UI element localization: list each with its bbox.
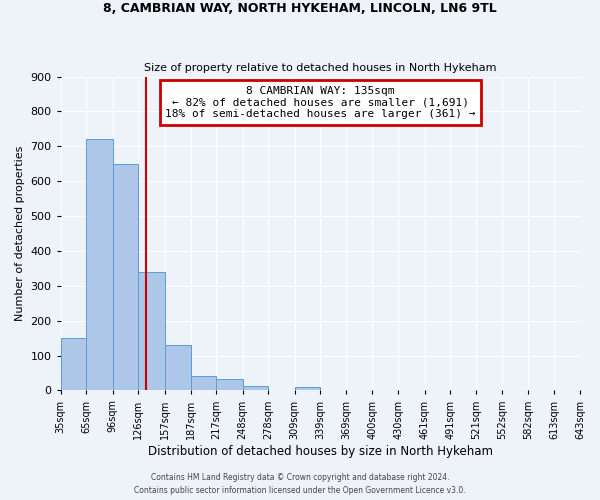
Text: 8 CAMBRIAN WAY: 135sqm
← 82% of detached houses are smaller (1,691)
18% of semi-: 8 CAMBRIAN WAY: 135sqm ← 82% of detached… (165, 86, 476, 119)
Bar (113, 164, 139, 390)
Bar (295, 387, 320, 390)
Text: Contains HM Land Registry data © Crown copyright and database right 2024.
Contai: Contains HM Land Registry data © Crown c… (134, 474, 466, 495)
X-axis label: Distribution of detached houses by size in North Hykeham: Distribution of detached houses by size … (148, 444, 493, 458)
Bar (216, 380, 242, 390)
Bar (61, 338, 86, 390)
Bar (86, 140, 113, 390)
Bar (139, 272, 165, 390)
Y-axis label: Number of detached properties: Number of detached properties (15, 146, 25, 321)
Bar (165, 345, 191, 391)
Bar (242, 386, 268, 390)
Title: Size of property relative to detached houses in North Hykeham: Size of property relative to detached ho… (144, 63, 497, 73)
Text: 8, CAMBRIAN WAY, NORTH HYKEHAM, LINCOLN, LN6 9TL: 8, CAMBRIAN WAY, NORTH HYKEHAM, LINCOLN,… (103, 2, 497, 16)
Bar (191, 376, 216, 390)
